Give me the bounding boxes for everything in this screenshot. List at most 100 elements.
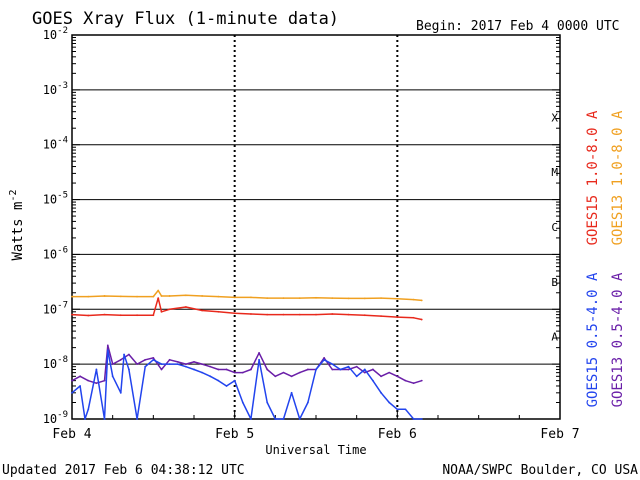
legend-label-2: GOES15 0.5-4.0 A <box>585 272 601 407</box>
series-3-point-22 <box>225 385 228 387</box>
series-3-point-23 <box>233 379 236 382</box>
y-tick-label-3: 10-6 <box>43 245 68 261</box>
series-2-point-29 <box>298 371 301 374</box>
series-2-point-3 <box>95 382 98 385</box>
series-2-point-15 <box>184 363 187 366</box>
series-2-point-18 <box>209 365 212 368</box>
series-1-point-24 <box>420 318 423 321</box>
series-3-point-16 <box>176 363 179 366</box>
series-2-point-19 <box>217 368 220 371</box>
series-1-point-20 <box>363 314 366 317</box>
series-1-point-16 <box>298 313 301 316</box>
series-3-point-12 <box>144 365 147 368</box>
series-3-point-13 <box>152 358 155 361</box>
begin-label: Begin: 2017 Feb 4 0000 UTC <box>416 19 620 34</box>
series-1-point-9 <box>184 306 187 308</box>
legend-label-0: GOES15 1.0-8.0 A <box>585 110 601 245</box>
series-0-point-11 <box>217 295 220 298</box>
y-tick-label-6: 10-3 <box>43 81 68 97</box>
flare-class-M: M <box>551 166 558 179</box>
source-credit: NOAA/SWPC Boulder, CO USA <box>442 463 638 478</box>
series-2-point-11 <box>152 356 155 359</box>
series-0-point-12 <box>233 296 236 299</box>
series-1-point-0 <box>71 313 73 316</box>
series-3-point-31 <box>298 418 301 420</box>
legend-label-3: GOES13 0.5-4.0 A <box>610 272 626 407</box>
series-0-point-7 <box>160 295 163 297</box>
series-3-point-8 <box>119 391 122 394</box>
series-1-point-5 <box>152 314 155 317</box>
series-0-point-1 <box>87 295 90 298</box>
flare-class-X: X <box>551 111 558 124</box>
series-2-point-24 <box>258 352 260 354</box>
series-2-point-21 <box>233 371 236 374</box>
series-2-point-23 <box>250 368 252 371</box>
series-0-point-4 <box>136 295 138 298</box>
series-2-point-42 <box>404 379 407 382</box>
series-2-point-44 <box>420 379 423 382</box>
y-tick-label-5: 10-4 <box>43 136 68 152</box>
legend: GOES15 1.0-8.0 A GOES13 1.0-8.0 A GOES15 0… <box>585 110 626 407</box>
series-0-point-5 <box>152 295 155 298</box>
series-3-point-18 <box>193 368 195 371</box>
series-3-point-14 <box>160 363 163 366</box>
series-3-point-24 <box>241 401 244 404</box>
series-line-0 <box>72 289 422 302</box>
series-2-point-30 <box>306 368 309 371</box>
series-2-point-10 <box>144 358 147 361</box>
series-2-point-5 <box>106 344 109 347</box>
y-axis-ticks: 10-9 10-8 10-7 10-6 10-5 10-4 10-3 10-2 <box>43 26 560 426</box>
series-2-point-32 <box>323 356 326 359</box>
series-1-point-21 <box>380 315 382 318</box>
series-3-point-29 <box>282 418 285 420</box>
series-0-point-3 <box>119 295 122 298</box>
series-2-point-7 <box>119 358 122 361</box>
series-2-point-12 <box>160 368 163 371</box>
series-3-point-10 <box>128 368 130 371</box>
series-1-point-23 <box>412 316 415 319</box>
x-axis-ticks: Feb 4 Feb 5 Feb 6 Feb 7 <box>52 411 580 442</box>
series-3-point-0 <box>71 391 73 394</box>
series-3-point-40 <box>372 379 374 382</box>
series-0-point-20 <box>363 297 366 300</box>
series-3-point-1 <box>79 385 82 387</box>
series-1-point-15 <box>282 313 285 316</box>
x-tick-label-3: Feb 7 <box>540 427 579 442</box>
series-3-point-38 <box>355 375 358 378</box>
series-3-point-30 <box>290 391 293 394</box>
gridlines <box>72 35 560 419</box>
series-1-point-18 <box>331 313 334 315</box>
y-axis-label: Watts m-2 <box>8 189 26 260</box>
series-1-point-14 <box>266 313 269 316</box>
y-tick-label-0: 10-9 <box>43 410 68 426</box>
series-3-point-41 <box>380 391 382 394</box>
flare-class-B: B <box>551 276 558 289</box>
x-axis-label: Universal Time <box>265 443 366 457</box>
y-tick-label-7: 10-2 <box>43 26 68 42</box>
series-2-point-16 <box>193 360 195 363</box>
series-0-point-0 <box>71 295 73 298</box>
legend-entry-3: GOES13 0.5-4.0 A <box>610 272 626 407</box>
legend-entry-2: GOES15 0.5-4.0 A <box>585 272 601 407</box>
series-2-point-36 <box>355 365 358 368</box>
series-3-point-42 <box>388 401 391 404</box>
series-1-point-11 <box>217 310 220 313</box>
series-3-point-4 <box>95 368 98 371</box>
series-1-point-1 <box>87 314 90 317</box>
series-1-point-8 <box>168 308 171 311</box>
series-0-point-2 <box>103 295 106 297</box>
series-3-point-20 <box>209 375 212 378</box>
series-3-point-33 <box>315 368 317 371</box>
series-3-point-9 <box>123 353 125 356</box>
series-0-point-6 <box>157 289 160 292</box>
series-1-point-22 <box>396 316 399 319</box>
series-0-point-17 <box>315 296 317 299</box>
series-1-point-17 <box>315 313 317 316</box>
flare-class-C: C <box>551 221 558 234</box>
series-3-point-19 <box>201 371 204 374</box>
series-2-point-35 <box>347 368 350 371</box>
y-tick-label-2: 10-7 <box>43 300 68 316</box>
series-3-point-45 <box>412 418 415 420</box>
series-3-point-32 <box>306 401 309 404</box>
